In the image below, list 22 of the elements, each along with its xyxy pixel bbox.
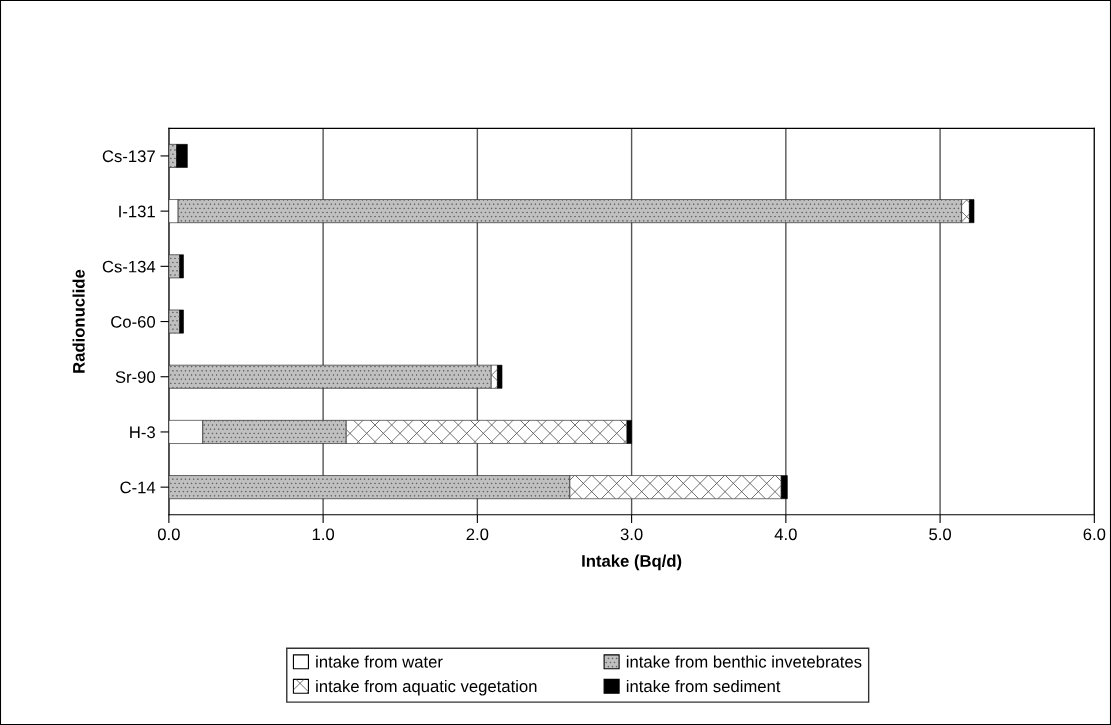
x-tick-label: 6.0 — [1083, 528, 1106, 541]
x-axis-title: Intake (Bq/d) — [582, 554, 682, 571]
x-tick-label: 3.0 — [620, 528, 643, 541]
x-tick-label: 0.0 — [157, 528, 180, 541]
y-tick-label: Cs-137 — [102, 150, 155, 163]
y-tick-label: Cs-134 — [102, 260, 156, 273]
legend-label: intake from water — [316, 655, 443, 668]
legend-label: intake from aquatic vegetation — [316, 679, 537, 696]
y-tick-label: Co-60 — [111, 315, 156, 328]
y-axis-title: Radionuclide — [72, 269, 85, 373]
x-tick-label: 2.0 — [466, 528, 489, 541]
bar — [626, 420, 632, 444]
legend-label: intake from benthic invetebrates — [626, 655, 862, 668]
bar — [176, 144, 188, 168]
legend-label: intake from sediment — [626, 679, 781, 693]
y-tick-label: Sr-90 — [115, 371, 156, 383]
x-tick-label: 4.0 — [774, 528, 797, 541]
y-tick-label: H-3 — [130, 426, 155, 439]
y-tick-label: I-131 — [119, 205, 155, 218]
x-tick-label: 5.0 — [929, 528, 952, 541]
y-tick-label: C-14 — [120, 481, 156, 494]
x-tick-label: 1.0 — [312, 528, 335, 541]
